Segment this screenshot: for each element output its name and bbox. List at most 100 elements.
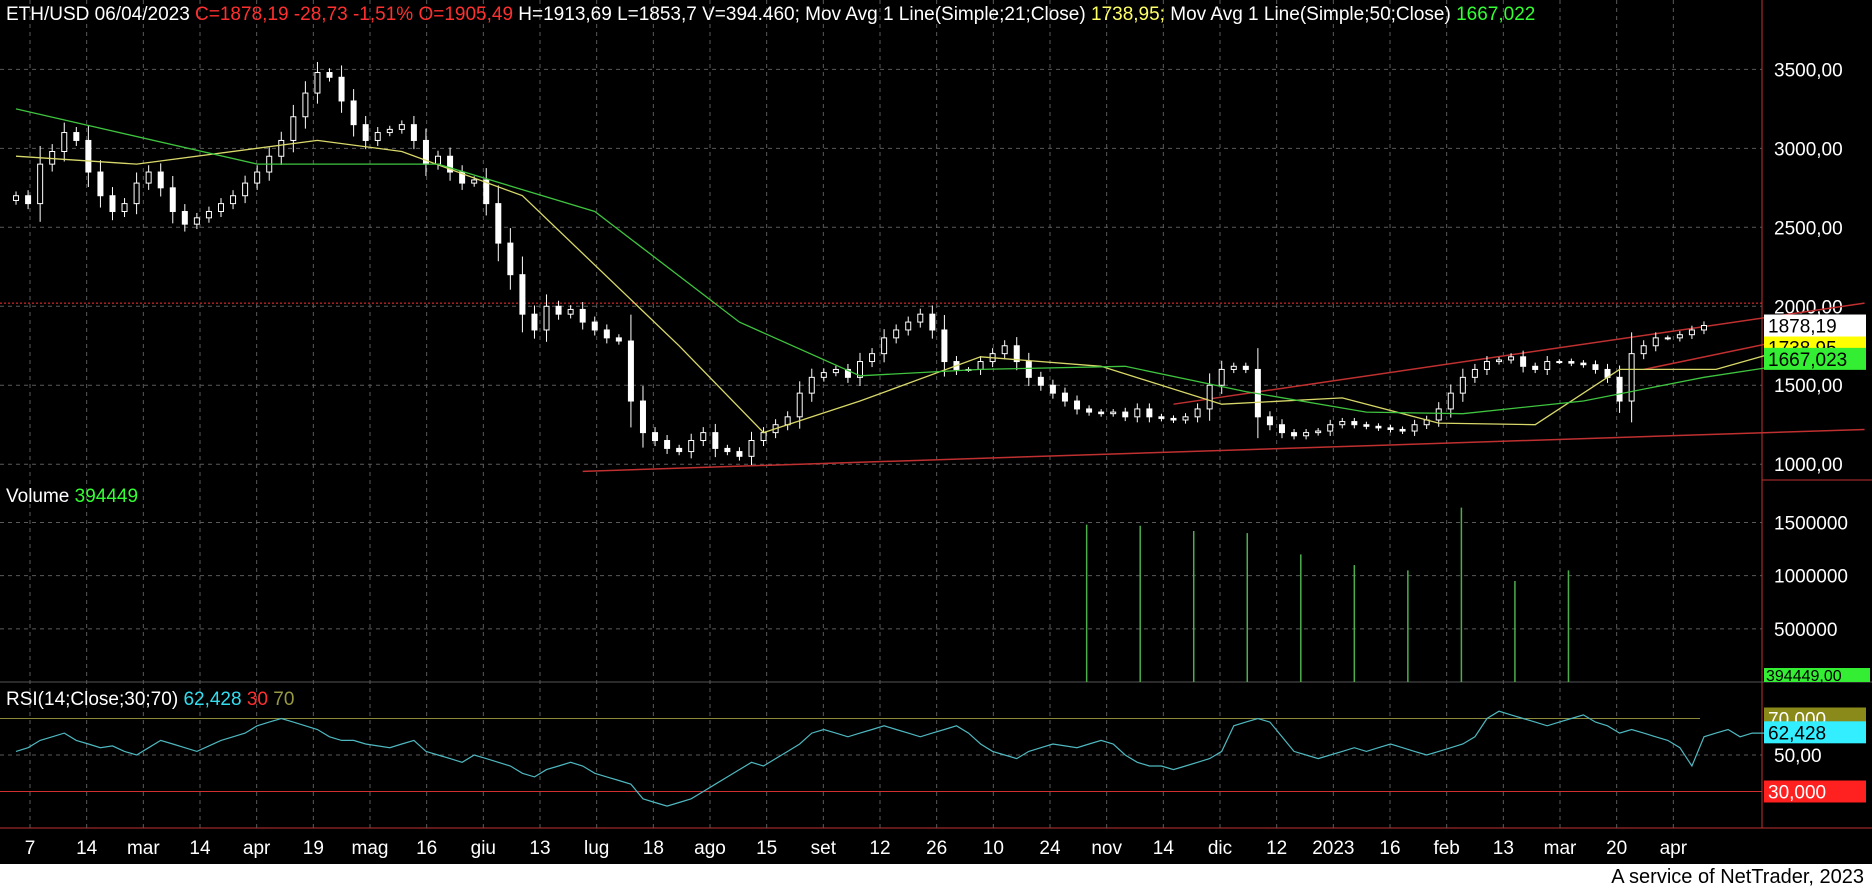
- candle-body: [314, 72, 321, 94]
- candle-body: [796, 392, 803, 418]
- candle-body: [1652, 337, 1659, 347]
- candle-body: [1110, 411, 1117, 415]
- candle-body: [1676, 334, 1683, 339]
- candle-body: [832, 368, 839, 374]
- candle-body: [217, 203, 224, 213]
- rsi-line: [15, 710, 1777, 807]
- candle-body: [1242, 365, 1249, 370]
- candle-body: [893, 329, 900, 339]
- x-tick-label: 26: [926, 838, 947, 859]
- candle-body: [941, 329, 948, 363]
- candle-body: [519, 274, 526, 315]
- header-symbol-date: ETH/USD 06/04/2023: [6, 4, 190, 25]
- x-tick-label: 12: [1266, 838, 1287, 859]
- candle-body: [1182, 416, 1189, 421]
- rsi-tick-label: 50,00: [1774, 746, 1822, 767]
- candle-body: [1278, 424, 1285, 434]
- candle-body: [1206, 384, 1213, 410]
- header-ohlc: C=1878,19 -28,73 -1,51% O=1905,49: [195, 4, 514, 25]
- candle-body: [820, 372, 827, 378]
- x-tick-label: 13: [1493, 838, 1514, 859]
- volume-value: 394449: [74, 486, 139, 507]
- x-tick-label: 20: [1606, 838, 1627, 859]
- candle-body: [254, 171, 261, 184]
- candle-body: [507, 242, 514, 276]
- x-tick-label: apr: [1660, 838, 1688, 859]
- ma50-price-tag-bg: [1764, 347, 1866, 370]
- x-tick-label: 14: [1153, 838, 1175, 859]
- candle-body: [1266, 416, 1273, 426]
- candle-body: [61, 132, 68, 153]
- candle-body: [1194, 408, 1201, 418]
- rsi-high-label: 70: [273, 689, 295, 710]
- x-tick-label: dic: [1208, 838, 1232, 859]
- candle-body: [664, 440, 671, 449]
- price-tick-label: 2000,00: [1774, 297, 1843, 318]
- x-tick-label: ago: [694, 838, 726, 859]
- candle-body: [1544, 361, 1551, 370]
- candle-body: [362, 124, 369, 141]
- candle-body: [1520, 356, 1527, 367]
- rsi-value-tag-bg: [1764, 721, 1866, 744]
- candle-body: [1556, 361, 1563, 364]
- candle-body: [1061, 392, 1068, 402]
- candle-body: [471, 179, 478, 184]
- candle-body: [639, 400, 646, 434]
- volume-tick-label: 500000: [1774, 620, 1837, 641]
- candle-body: [1640, 345, 1647, 355]
- candle-body: [724, 447, 731, 453]
- x-tick-label: 16: [416, 838, 437, 859]
- candle-body: [905, 321, 912, 331]
- x-tick-label: 14: [189, 838, 211, 859]
- header-ma21-label: Mov Avg 1 Line(Simple;21;Close): [805, 4, 1086, 25]
- candle-body: [1218, 368, 1225, 386]
- x-tick-label: mag: [352, 838, 389, 859]
- price-tick-label: 2500,00: [1774, 218, 1843, 239]
- candle-body: [1327, 424, 1334, 432]
- header-ma21-value: 1738,95;: [1091, 4, 1165, 25]
- candle-body: [881, 337, 888, 355]
- volume-tick-label: 1500000: [1774, 514, 1848, 535]
- candle-body: [1592, 364, 1599, 370]
- x-tick-label: nov: [1091, 838, 1122, 859]
- candle-body: [1447, 392, 1454, 410]
- ma50-line: [15, 108, 1825, 415]
- candle-body: [929, 313, 936, 331]
- rsi-value-tag: 62,428: [1768, 723, 1826, 744]
- x-tick-label: 13: [529, 838, 550, 859]
- candle-body: [410, 124, 417, 141]
- candle-body: [242, 182, 249, 197]
- x-tick-label: apr: [243, 838, 271, 859]
- candle-body: [543, 305, 550, 331]
- volume-tag-bg: [1764, 668, 1870, 682]
- candle-body: [688, 440, 695, 453]
- x-tick-label: 15: [756, 838, 777, 859]
- candle-body: [85, 139, 92, 173]
- candle-body: [398, 124, 405, 130]
- candle-body: [1291, 432, 1298, 437]
- candle-body: [857, 361, 863, 378]
- candle-body: [290, 116, 297, 141]
- candle-body: [1700, 325, 1707, 331]
- candle-body: [591, 321, 598, 331]
- candle-body: [1459, 376, 1466, 394]
- candle-body: [302, 92, 309, 118]
- ma50-price-tag: 1667,023: [1768, 350, 1847, 371]
- candle-body: [447, 155, 454, 173]
- trendline: [1173, 302, 1865, 405]
- candle-body: [1363, 424, 1370, 427]
- candle-body: [1580, 362, 1587, 366]
- x-tick-label: 2023: [1312, 838, 1354, 859]
- price-tick-label: 1500,00: [1774, 376, 1843, 397]
- last-price-tag: 1878,19: [1768, 317, 1837, 338]
- price-chart: 1000,00 1500,00 2000,00 2500,00 3000,00 3500,…: [0, 0, 1872, 859]
- candle-body: [73, 132, 80, 141]
- footer-credit: A service of NetTrader, 2023: [1611, 866, 1864, 888]
- candle-body: [1664, 337, 1671, 340]
- footer: A service of NetTrader, 2023: [0, 864, 1872, 888]
- candle-body: [579, 308, 586, 323]
- candle-body: [1001, 345, 1008, 355]
- candle-body: [555, 305, 562, 315]
- volume-tag: 394449,00: [1766, 668, 1842, 685]
